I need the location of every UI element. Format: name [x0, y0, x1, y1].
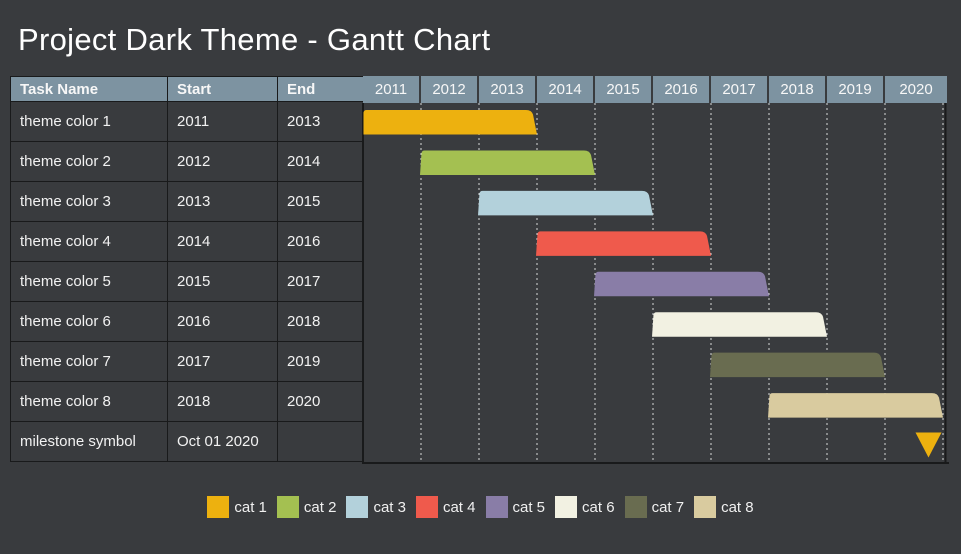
legend-label: cat 5	[512, 498, 546, 516]
gantt-bar-cat-7	[710, 352, 885, 378]
legend-swatch-icon	[276, 496, 299, 518]
start-cell: 2015	[167, 261, 278, 302]
gantt-bar-cat-6	[652, 312, 827, 337]
gantt-plot-area	[362, 103, 949, 464]
legend-label: cat 4	[442, 498, 476, 516]
task-table: Task Name Start End theme color 1 2011 2013 t…	[10, 76, 364, 462]
year-header-2019: 2019	[827, 76, 883, 103]
end-cell	[277, 421, 364, 462]
start-cell: 2014	[167, 221, 278, 262]
legend-label: cat 7	[651, 498, 685, 516]
task-name-cell: theme color 2	[10, 141, 168, 182]
start-cell: 2016	[167, 301, 278, 342]
year-header-2015: 2015	[595, 76, 651, 103]
legend-item-cat-2: cat 2	[276, 496, 337, 518]
start-cell: 2011	[167, 101, 278, 142]
table-body: theme color 1 2011 2013 theme color 2 2012 20…	[10, 101, 364, 462]
legend-label: cat 2	[303, 498, 337, 516]
year-header-2013: 2013	[479, 76, 535, 103]
task-name-cell: theme color 5	[10, 261, 168, 302]
table-row: theme color 6 2016 2018	[10, 301, 364, 342]
gantt-bar-cat-2	[420, 150, 595, 175]
legend-item-cat-8: cat 8	[694, 496, 754, 518]
table-row: theme color 1 2011 2013	[10, 101, 364, 142]
legend-label: cat 8	[721, 498, 754, 516]
timeline-year-header: 2011 2012 2013 2014 2015 2016 2017 2018 2019 2020	[362, 76, 949, 103]
task-name-cell: theme color 7	[10, 341, 168, 382]
end-cell: 2016	[277, 221, 364, 262]
year-header-2018: 2018	[769, 76, 825, 103]
legend-item-cat-7: cat 7	[624, 496, 685, 518]
table-row: theme color 3 2013 2015	[10, 181, 364, 222]
year-header-2014: 2014	[537, 76, 593, 103]
page-title: Project Dark Theme - Gantt Chart	[18, 22, 491, 57]
legend: cat 1 cat 2 cat 3 cat 4 cat 5 cat 6 cat 7 cat 8	[0, 496, 961, 518]
table-row: theme color 4 2014 2016	[10, 221, 364, 262]
start-cell: 2012	[167, 141, 278, 182]
column-header-start: Start	[167, 76, 278, 102]
table-row: theme color 7 2017 2019	[10, 341, 364, 382]
legend-item-cat-3: cat 3	[346, 496, 406, 518]
end-cell: 2015	[277, 181, 364, 222]
column-header-end: End	[277, 76, 364, 102]
gantt-bar-cat-5	[594, 271, 769, 297]
legend-label: cat 3	[373, 498, 406, 516]
end-cell: 2019	[277, 341, 364, 382]
task-name-cell: theme color 6	[10, 301, 168, 342]
milestone-triangle-icon	[915, 432, 942, 458]
legend-swatch-icon	[485, 496, 508, 518]
table-row: theme color 5 2015 2017	[10, 261, 364, 302]
end-cell: 2014	[277, 141, 364, 182]
table-row: theme color 2 2012 2014	[10, 141, 364, 182]
task-name-cell: milestone symbol	[10, 421, 168, 462]
gantt-bar-cat-3	[478, 190, 653, 216]
legend-swatch-icon	[624, 496, 647, 518]
legend-item-cat-1: cat 1	[207, 496, 267, 518]
end-cell: 2020	[277, 381, 364, 422]
legend-item-cat-4: cat 4	[415, 496, 476, 518]
year-header-2020: 2020	[885, 76, 947, 103]
legend-label: cat 1	[234, 498, 267, 516]
legend-label: cat 6	[582, 498, 615, 516]
gantt-bar-cat-1	[362, 110, 537, 135]
task-name-cell: theme color 3	[10, 181, 168, 222]
start-cell: 2017	[167, 341, 278, 382]
end-cell: 2013	[277, 101, 364, 142]
gantt-bar-cat-8	[768, 393, 943, 418]
start-cell: Oct 01 2020	[167, 421, 278, 462]
legend-swatch-icon	[415, 496, 438, 518]
table-row: milestone symbol Oct 01 2020	[10, 421, 364, 462]
column-header-task-name: Task Name	[10, 76, 168, 102]
start-cell: 2018	[167, 381, 278, 422]
legend-item-cat-5: cat 5	[485, 496, 546, 518]
end-cell: 2017	[277, 261, 364, 302]
year-header-2012: 2012	[421, 76, 477, 103]
legend-item-cat-6: cat 6	[555, 496, 615, 518]
task-name-cell: theme color 4	[10, 221, 168, 262]
end-cell: 2018	[277, 301, 364, 342]
year-header-2016: 2016	[653, 76, 709, 103]
year-header-2011: 2011	[363, 76, 419, 103]
table-row: theme color 8 2018 2020	[10, 381, 364, 422]
legend-swatch-icon	[694, 496, 717, 518]
year-header-2017: 2017	[711, 76, 767, 103]
task-name-cell: theme color 1	[10, 101, 168, 142]
gantt-bar-cat-4	[536, 231, 711, 256]
legend-swatch-icon	[346, 496, 369, 518]
start-cell: 2013	[167, 181, 278, 222]
legend-swatch-icon	[555, 496, 578, 518]
task-name-cell: theme color 8	[10, 381, 168, 422]
legend-swatch-icon	[207, 496, 230, 518]
table-header-row: Task Name Start End	[10, 76, 364, 102]
